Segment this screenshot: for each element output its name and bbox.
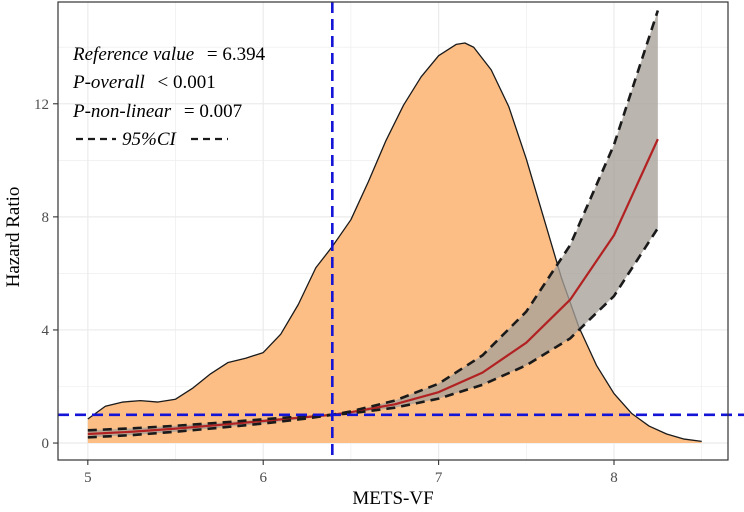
annotation-p-overall: P-overall < 0.001 bbox=[72, 72, 216, 93]
annotation-reference-value: = 6.394 bbox=[207, 44, 266, 65]
density-outline bbox=[87, 42, 702, 442]
y-tick-label: 12 bbox=[34, 97, 49, 113]
annotation-p-nonlinear-label: P-non-linear bbox=[72, 101, 172, 122]
panel-border bbox=[57, 1, 729, 461]
y-tick-label: 0 bbox=[42, 436, 50, 452]
ci-band bbox=[87, 10, 658, 438]
annotation-p-nonlinear-value: = 0.007 bbox=[184, 101, 242, 122]
annotation-reference-label: Reference value bbox=[72, 44, 194, 65]
annotation-p-nonlinear: P-non-linear = 0.007 bbox=[72, 101, 242, 122]
reference-lines bbox=[58, 2, 744, 460]
axis-ticks: 5 6 7 8 0 4 8 12 bbox=[34, 97, 618, 486]
series-lines bbox=[87, 10, 660, 439]
annotation-p-overall-value: < 0.001 bbox=[158, 72, 216, 93]
y-tick-label: 4 bbox=[42, 323, 50, 339]
x-tick-label: 8 bbox=[610, 470, 618, 486]
annotation-reference: Reference value = 6.394 bbox=[72, 44, 266, 65]
y-tick-label: 8 bbox=[42, 210, 50, 226]
x-tick-label: 6 bbox=[259, 470, 267, 486]
ci-band-fill bbox=[87, 10, 658, 438]
annotation-ci-label: 95%CI bbox=[122, 129, 178, 150]
ci-lower-line bbox=[87, 227, 659, 439]
x-axis-title: METS-VF bbox=[352, 488, 433, 509]
ci-upper-line bbox=[87, 10, 660, 432]
y-axis-title: Hazard Ratio bbox=[3, 187, 24, 288]
annotation-block: Reference value = 6.394 P-overall < 0.00… bbox=[72, 44, 266, 150]
annotation-p-overall-label: P-overall bbox=[72, 72, 145, 93]
x-tick-label: 7 bbox=[435, 470, 443, 486]
x-tick-label: 5 bbox=[84, 470, 92, 486]
